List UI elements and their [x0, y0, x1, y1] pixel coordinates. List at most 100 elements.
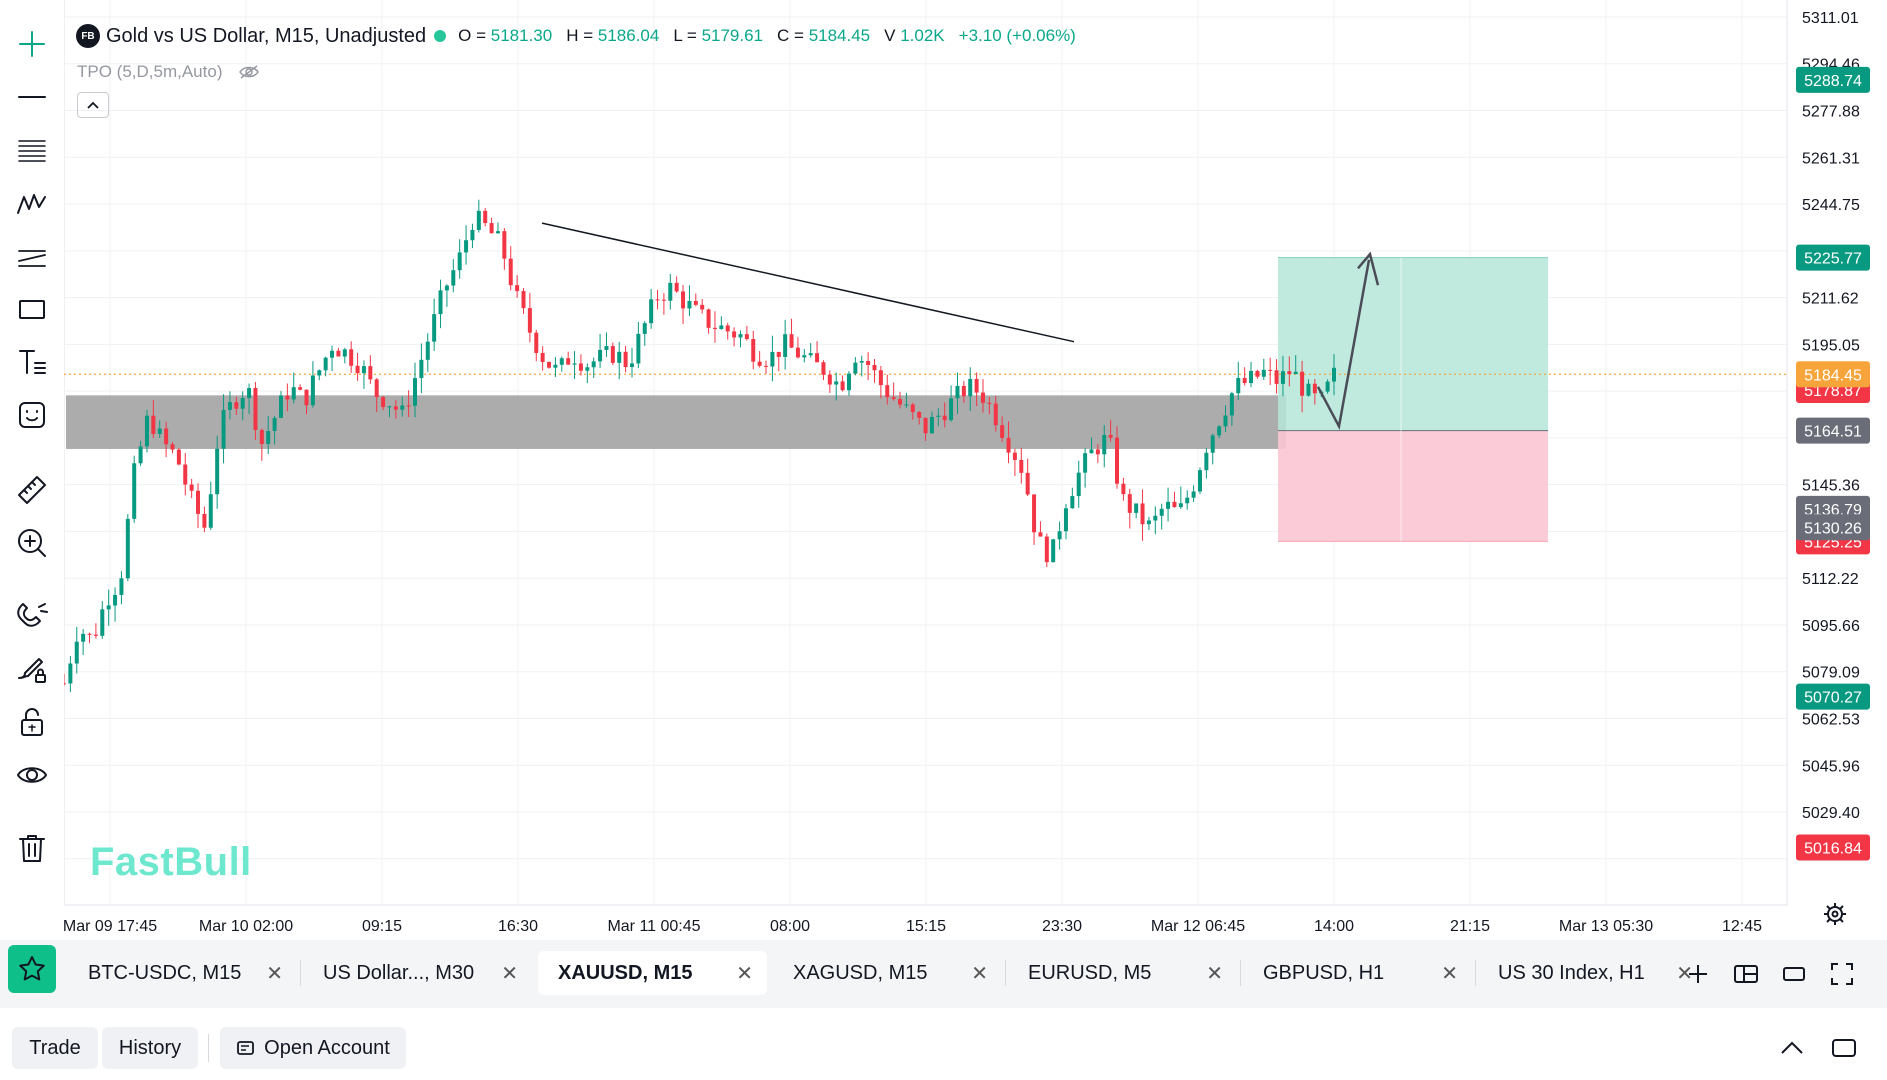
candle [1159, 503, 1164, 530]
candle [355, 352, 360, 381]
candle [119, 571, 124, 605]
candle [508, 246, 513, 291]
candle-body [1217, 426, 1222, 436]
trade-button[interactable]: Trade [12, 1027, 98, 1069]
price-label-bg [1796, 514, 1870, 541]
candle [738, 330, 743, 348]
candle [815, 341, 820, 363]
tab-gbpusd-h1[interactable]: GBPUSD, H1 ✕ [1243, 951, 1472, 995]
close-tab-icon[interactable]: ✕ [736, 963, 753, 985]
single-layout-button[interactable] [1778, 958, 1810, 990]
candle [483, 208, 488, 227]
horizontal-line-icon[interactable] [12, 77, 52, 117]
candle-body [425, 341, 430, 360]
candle [1127, 488, 1132, 529]
candle-body [661, 299, 666, 301]
candle-body [578, 363, 583, 371]
candle-body [751, 339, 756, 362]
candle-body [170, 444, 175, 450]
price-tick-label: 5145.36 [1802, 478, 1860, 495]
symbol-title[interactable]: Gold vs US Dollar, M15, Unadjusted [106, 24, 427, 47]
tab-us-dollar-m30[interactable]: US Dollar..., M30 ✕ [303, 951, 532, 995]
history-button[interactable]: History [102, 1027, 198, 1069]
candle-body [1268, 369, 1273, 371]
price-tick-label: 5112.22 [1802, 571, 1859, 588]
ohlc-open: O = 5181.30 [458, 26, 553, 45]
candle-body [776, 351, 781, 357]
candle-body [1083, 453, 1088, 473]
candle-body [508, 258, 513, 286]
channel-icon[interactable] [12, 236, 52, 276]
candle-body [764, 365, 769, 367]
close-tab-icon[interactable]: ✕ [1206, 963, 1223, 985]
magnet-icon[interactable] [12, 596, 52, 636]
ruler-icon[interactable] [12, 470, 52, 510]
candle-body [827, 374, 832, 385]
candle [106, 589, 111, 626]
candle [272, 415, 277, 445]
emoji-icon[interactable] [12, 395, 52, 435]
window-icon [1832, 1039, 1856, 1057]
candle-body [336, 350, 341, 357]
panel-window-button[interactable] [1828, 1032, 1860, 1064]
price-label-badge: 5070.27 [1796, 683, 1870, 710]
pattern-icon[interactable] [12, 183, 52, 223]
candle-body [1332, 367, 1336, 382]
layout-button[interactable] [1730, 958, 1762, 990]
fib-lines-icon[interactable] [12, 130, 52, 170]
tab-xauusd-m15[interactable]: XAUUSD, M15 ✕ [538, 951, 767, 995]
target-zone [1278, 257, 1548, 431]
time-tick-label: Mar 12 06:45 [1151, 918, 1245, 935]
tab-btc-usdc-m15[interactable]: BTC-USDC, M15 ✕ [68, 951, 297, 995]
candle-body [138, 446, 143, 464]
close-tab-icon[interactable]: ✕ [501, 963, 518, 985]
text-icon[interactable] [12, 342, 52, 382]
trash-icon[interactable] [12, 828, 52, 868]
price-tick-label: 5095.66 [1802, 618, 1860, 635]
stop-zone [1278, 430, 1548, 542]
collapse-legend-button[interactable] [77, 92, 109, 118]
candle-body [1204, 452, 1209, 471]
price-label-text: 5016.84 [1804, 840, 1862, 857]
price-chart[interactable]: 5311.015294.465277.885261.315244.755211.… [64, 0, 1887, 940]
settings-icon[interactable] [1824, 903, 1846, 925]
candle [495, 222, 500, 234]
tab-label: XAGUSD, M15 [793, 961, 928, 984]
close-tab-icon[interactable]: ✕ [1676, 963, 1693, 985]
open-account-button[interactable]: Open Account [220, 1027, 406, 1069]
lock-icon[interactable] [12, 702, 52, 742]
tab-eurusd-m5[interactable]: EURUSD, M5 ✕ [1008, 951, 1237, 995]
hidden-eye-icon[interactable] [238, 64, 260, 80]
tab-us-30-index-h1[interactable]: US 30 Index, H1 ✕ [1478, 951, 1707, 995]
tab-label: US Dollar..., M30 [323, 961, 475, 984]
candle-body [1006, 437, 1011, 453]
expand-panel-button[interactable] [1776, 1032, 1808, 1064]
candle [789, 318, 794, 348]
close-tab-icon[interactable]: ✕ [1441, 963, 1458, 985]
candle [1089, 437, 1094, 454]
candle [1000, 416, 1005, 442]
candle-body [1095, 449, 1100, 455]
candle [438, 279, 443, 329]
fullscreen-button[interactable] [1826, 958, 1858, 990]
candle-body [808, 353, 813, 356]
candle [74, 626, 79, 674]
candle [298, 384, 303, 391]
candle-body [846, 373, 851, 391]
favorites-button[interactable] [8, 945, 56, 993]
zoom-in-icon[interactable] [12, 523, 52, 563]
brush-lock-icon[interactable] [12, 649, 52, 689]
candle [547, 361, 552, 369]
add-tab-button[interactable] [1682, 958, 1714, 990]
candle [757, 351, 762, 368]
candle [247, 383, 252, 415]
eye-icon[interactable] [12, 755, 52, 795]
crosshair-icon[interactable] [12, 24, 52, 64]
close-tab-icon[interactable]: ✕ [971, 963, 988, 985]
tpo-indicator[interactable]: TPO (5,D,5m,Auto) [77, 62, 260, 82]
candle [285, 383, 290, 412]
rectangle-icon[interactable] [12, 289, 52, 329]
tab-xagusd-m15[interactable]: XAGUSD, M15 ✕ [773, 951, 1002, 995]
close-tab-icon[interactable]: ✕ [266, 963, 283, 985]
candle [240, 391, 245, 421]
